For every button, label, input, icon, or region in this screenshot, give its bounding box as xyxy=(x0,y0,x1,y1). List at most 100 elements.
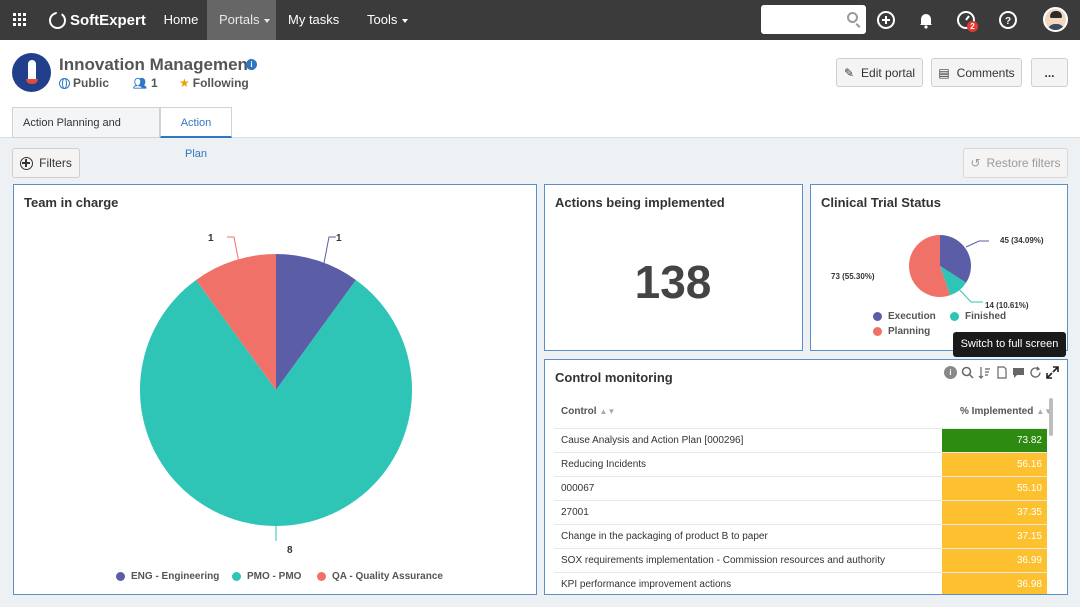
qa-data-label: 1 xyxy=(208,233,214,244)
eng-data-label: 1 xyxy=(336,233,342,244)
control-monitoring-panel: Control monitoring i Control ▲▼ % Impleme… xyxy=(544,359,1068,595)
pencil-icon: ✎ xyxy=(843,65,855,80)
legend-label: ENG - Engineering xyxy=(131,571,220,582)
chevron-down-icon xyxy=(264,18,271,23)
nav-tools-label: Tools xyxy=(367,12,398,27)
restore-filters-label: Restore filters xyxy=(986,156,1061,170)
pct-implemented-cell: 36.98 xyxy=(942,573,1047,594)
panel-title: Actions being implemented xyxy=(555,195,725,210)
legend-label: PMO - PMO xyxy=(247,571,302,582)
global-search-input[interactable] xyxy=(761,5,866,34)
kpi-value: 138 xyxy=(634,256,712,308)
help-icon[interactable]: ? xyxy=(999,11,1017,29)
column-header-control[interactable]: Control ▲▼ xyxy=(561,406,615,417)
legend-dot xyxy=(873,312,882,321)
nav-tools[interactable]: Tools xyxy=(367,0,412,40)
fullscreen-icon[interactable] xyxy=(1046,366,1059,379)
planning-data-label: 73 (55.30%) xyxy=(831,272,875,281)
pie-slice-planning[interactable] xyxy=(909,235,951,297)
team-in-charge-panel: Team in charge 1 1 8 ENG - Engineering P… xyxy=(13,184,537,595)
table-row[interactable]: 27001 37.35 xyxy=(554,500,1047,524)
legend-item-planning[interactable]: Planning xyxy=(873,326,930,337)
pie-slice-eng[interactable] xyxy=(276,254,356,390)
export-icon[interactable] xyxy=(995,366,1008,379)
legend-dot xyxy=(232,572,241,581)
pie-slice-pmo[interactable] xyxy=(139,279,412,526)
column-header-label: % Implemented xyxy=(960,406,1034,417)
sort-icon[interactable] xyxy=(978,366,991,379)
table-row[interactable]: Reducing Incidents 56.16 xyxy=(554,452,1047,476)
control-name-cell: Reducing Incidents xyxy=(561,459,647,470)
legend-item-pmo[interactable]: PMO - PMO xyxy=(232,571,301,582)
legend-item-qa[interactable]: QA - Quality Assurance xyxy=(317,571,443,582)
info-icon[interactable]: i xyxy=(246,59,257,70)
comments-button[interactable]: ▤ Comments xyxy=(931,58,1022,87)
pct-implemented-cell: 73.82 xyxy=(942,429,1047,452)
finished-data-label: 14 (10.61%) xyxy=(985,301,1029,310)
star-icon: ★ xyxy=(179,76,190,90)
nav-my-tasks[interactable]: My tasks xyxy=(288,0,348,63)
legend-dot xyxy=(317,572,326,581)
restore-filters-button[interactable]: ↺ Restore filters xyxy=(963,148,1068,178)
control-name-cell: 27001 xyxy=(561,507,589,518)
clinical-trial-status-panel: Clinical Trial Status 45 (34.09%) 14 (10… xyxy=(810,184,1068,351)
nav-portals-label: Portals xyxy=(219,12,260,27)
execution-leader-line xyxy=(965,240,989,248)
bell-icon[interactable] xyxy=(917,11,935,29)
table-row[interactable]: Change in the packaging of product B to … xyxy=(554,524,1047,548)
legend-item-finished[interactable]: Finished xyxy=(950,311,1006,322)
search-icon[interactable] xyxy=(961,366,974,379)
legend-item-execution[interactable]: Execution xyxy=(873,311,936,322)
following-toggle[interactable]: ★ Following xyxy=(179,76,249,90)
following-label: Following xyxy=(192,76,249,90)
portal-header: Innovation Management i Public 👥︎ 1 ★ Fo… xyxy=(0,40,1080,160)
nav-home[interactable]: Home xyxy=(163,12,199,27)
legend-item-eng[interactable]: ENG - Engineering xyxy=(116,571,219,582)
refresh-icon[interactable] xyxy=(1029,366,1042,379)
legend-label: Planning xyxy=(888,326,931,337)
actions-being-implemented-panel: Actions being implemented 138 xyxy=(544,184,803,351)
scrollbar-thumb[interactable] xyxy=(1049,398,1053,436)
info-icon[interactable]: i xyxy=(944,366,957,379)
team-pie-chart: 1 1 8 xyxy=(139,233,412,556)
filters-button[interactable]: Filters xyxy=(12,148,80,178)
tab-action-plan[interactable]: Action Plan xyxy=(160,107,232,160)
control-name-cell: Change in the packaging of product B to … xyxy=(561,531,768,542)
pie-slice-qa[interactable] xyxy=(196,254,276,390)
more-options-button[interactable]: ... xyxy=(1031,58,1068,87)
panel-title: Control monitoring xyxy=(555,370,673,385)
search-icon[interactable] xyxy=(847,12,858,23)
pie-slice-finished[interactable] xyxy=(940,266,967,296)
tab-action-planning-and-control[interactable]: Action Planning and Control xyxy=(12,107,160,160)
sort-arrows-icon: ▲▼ xyxy=(1036,407,1053,416)
edit-portal-button[interactable]: ✎ Edit portal xyxy=(836,58,923,87)
top-navigation-bar: SoftExpert Home Portals My tasks Tools 2… xyxy=(0,0,1080,63)
add-icon[interactable] xyxy=(877,11,895,29)
table-row[interactable]: 000067 55.10 xyxy=(554,476,1047,500)
column-header-pct-implemented[interactable]: % Implemented ▲▼ xyxy=(960,406,1052,417)
nav-my-tasks-label: My tasks xyxy=(288,12,340,27)
comments-label: Comments xyxy=(956,65,1015,80)
control-name-cell: KPI performance improvement actions xyxy=(561,579,732,590)
gauge-icon[interactable]: 2 xyxy=(957,11,978,32)
qa-leader-line xyxy=(227,236,240,264)
comment-icon[interactable] xyxy=(1012,366,1025,379)
pct-implemented-cell: 56.16 xyxy=(942,453,1047,476)
eng-leader-line xyxy=(323,236,336,264)
legend-label: Finished xyxy=(965,311,1007,322)
svg-text:?: ? xyxy=(1005,16,1011,27)
apps-grid-icon[interactable] xyxy=(13,13,27,27)
user-avatar[interactable] xyxy=(1043,7,1068,32)
brand-logo[interactable]: SoftExpert xyxy=(49,10,146,30)
table-row[interactable]: SOX requirements implementation - Commis… xyxy=(554,548,1047,572)
edit-portal-label: Edit portal xyxy=(861,65,916,80)
table-row[interactable]: Cause Analysis and Action Plan [000296] 7… xyxy=(554,428,1047,452)
members-count[interactable]: 👥︎ 1 xyxy=(133,76,158,90)
nav-portals[interactable]: Portals xyxy=(207,0,276,40)
pie-slice-execution[interactable] xyxy=(940,235,971,283)
control-name-cell: SOX requirements implementation - Commis… xyxy=(561,555,886,566)
pct-implemented-cell: 36.99 xyxy=(942,549,1047,572)
comment-icon: ▤ xyxy=(938,65,950,80)
legend-dot xyxy=(116,572,125,581)
table-row[interactable]: KPI performance improvement actions 36.98 xyxy=(554,572,1047,594)
